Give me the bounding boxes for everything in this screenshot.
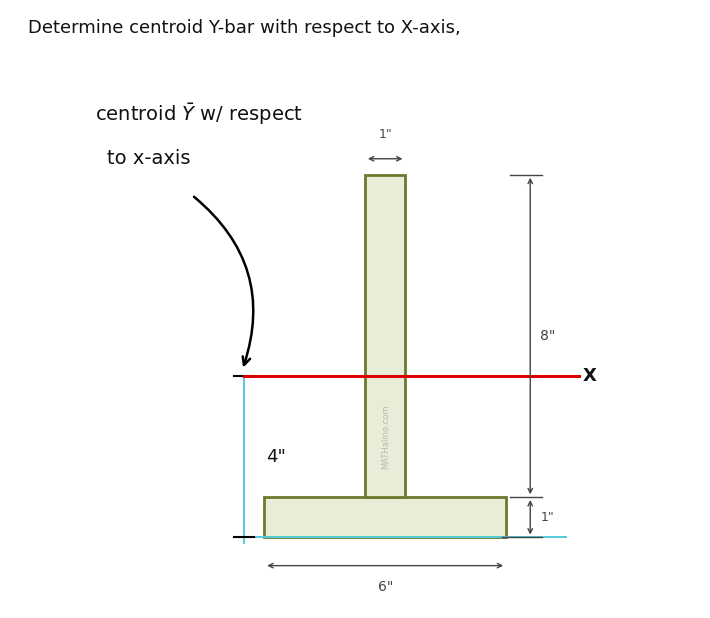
Text: 1": 1": [378, 128, 392, 141]
Bar: [365, 175, 405, 497]
Text: MATHalino.com: MATHalino.com: [381, 404, 390, 469]
Bar: [264, 497, 506, 538]
Text: centroid $\bar{Y}$ w/ respect: centroid $\bar{Y}$ w/ respect: [95, 101, 303, 127]
Text: 8": 8": [540, 329, 556, 343]
Text: 1": 1": [540, 511, 554, 524]
Text: 4": 4": [266, 448, 286, 466]
Text: X: X: [583, 367, 596, 385]
Text: Determine centroid Y-bar with respect to X-axis,: Determine centroid Y-bar with respect to…: [28, 19, 461, 36]
Text: 6": 6": [378, 580, 393, 594]
Text: to x-axis: to x-axis: [107, 150, 191, 168]
